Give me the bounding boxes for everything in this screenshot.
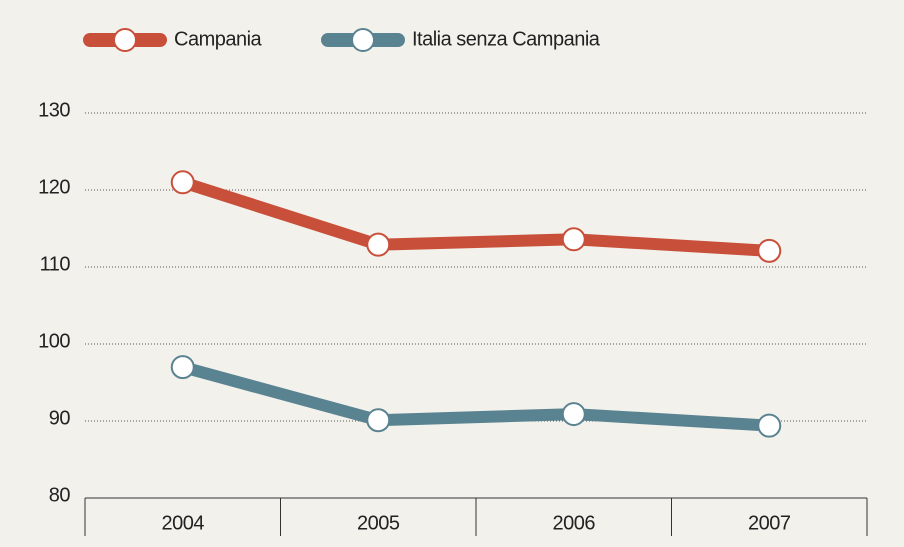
y-tick-label: 120 [38,176,70,198]
data-point [170,355,195,380]
legend-label: Campania [174,28,263,50]
series-line [180,176,770,257]
y-tick-label: 110 [40,253,71,275]
data-point [757,238,782,263]
y-tick-label: 130 [38,99,70,121]
data-point [561,227,586,252]
data-point [561,402,586,427]
y-tick-label: 100 [38,330,70,352]
data-point [366,232,391,257]
y-tick-label: 90 [49,407,71,429]
data-point [170,170,195,195]
x-tick-label: 2006 [553,512,596,534]
x-tick-label: 2004 [162,512,205,534]
data-point [757,413,782,438]
legend-label: Italia senza Campania [412,28,601,50]
series-line [181,361,770,432]
legend-marker [351,28,375,52]
y-tick-label: 80 [49,484,71,506]
x-tick-label: 2005 [357,512,400,534]
data-point [366,408,391,433]
x-tick-label: 2007 [748,512,791,534]
legend-marker [113,28,137,52]
